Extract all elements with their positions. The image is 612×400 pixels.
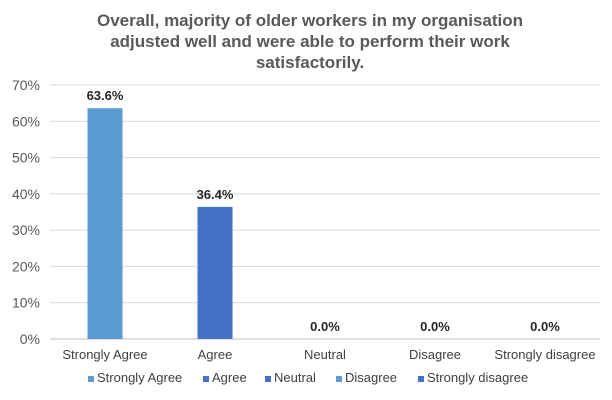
y-tick-label: 0% (20, 331, 40, 347)
legend-swatch (418, 376, 424, 382)
data-label: 63.6% (87, 88, 124, 103)
x-tick-label: Disagree (409, 347, 461, 362)
bar (197, 206, 233, 339)
legend-label: Disagree (345, 370, 397, 385)
legend-swatch (203, 376, 209, 382)
y-tick-label: 40% (12, 186, 40, 202)
y-tick-label: 10% (12, 295, 40, 311)
legend-swatch (88, 376, 94, 382)
y-tick-label: 20% (12, 258, 40, 274)
data-label: 0.0% (420, 319, 450, 334)
legend-label: Agree (212, 370, 247, 385)
legend-swatch (265, 376, 271, 382)
y-tick-label: 70% (12, 77, 40, 93)
legend-label: Neutral (274, 370, 316, 385)
x-tick-label: Agree (198, 347, 233, 362)
y-tick-label: 50% (12, 150, 40, 166)
legend-label: Strongly disagree (427, 370, 528, 385)
data-label: 0.0% (530, 319, 560, 334)
x-tick-label: Strongly Agree (62, 347, 147, 362)
x-tick-label: Neutral (304, 347, 346, 362)
data-label: 0.0% (310, 319, 340, 334)
legend-swatch (336, 376, 342, 382)
chart-title: Overall, majority of older workers in my… (96, 11, 524, 72)
y-tick-label: 60% (12, 113, 40, 129)
y-tick-label: 30% (12, 222, 40, 238)
data-label: 36.4% (197, 187, 234, 202)
legend-label: Strongly Agree (97, 370, 182, 385)
x-tick-label: Strongly disagree (494, 347, 595, 362)
bar (87, 108, 123, 339)
